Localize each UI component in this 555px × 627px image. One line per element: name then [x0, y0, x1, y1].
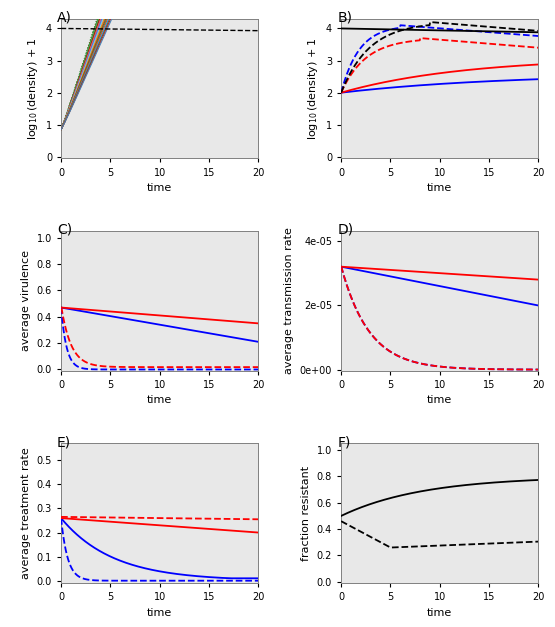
X-axis label: time: time [147, 183, 172, 193]
Text: C): C) [57, 223, 72, 237]
X-axis label: time: time [147, 608, 172, 618]
X-axis label: time: time [427, 183, 452, 193]
Text: E): E) [57, 435, 71, 449]
X-axis label: time: time [427, 396, 452, 406]
Text: A): A) [57, 11, 72, 24]
Y-axis label: $\log_{10}$(density) + 1: $\log_{10}$(density) + 1 [306, 37, 320, 140]
Y-axis label: fraction resistant: fraction resistant [301, 466, 311, 561]
Y-axis label: average virulence: average virulence [21, 250, 31, 352]
Y-axis label: $\log_{10}$(density) + 1: $\log_{10}$(density) + 1 [26, 37, 40, 140]
Text: F): F) [337, 435, 351, 449]
Text: D): D) [337, 223, 354, 237]
X-axis label: time: time [147, 396, 172, 406]
Y-axis label: average transmission rate: average transmission rate [284, 228, 294, 374]
Text: B): B) [337, 11, 352, 24]
X-axis label: time: time [427, 608, 452, 618]
Y-axis label: average treatment rate: average treatment rate [21, 448, 31, 579]
